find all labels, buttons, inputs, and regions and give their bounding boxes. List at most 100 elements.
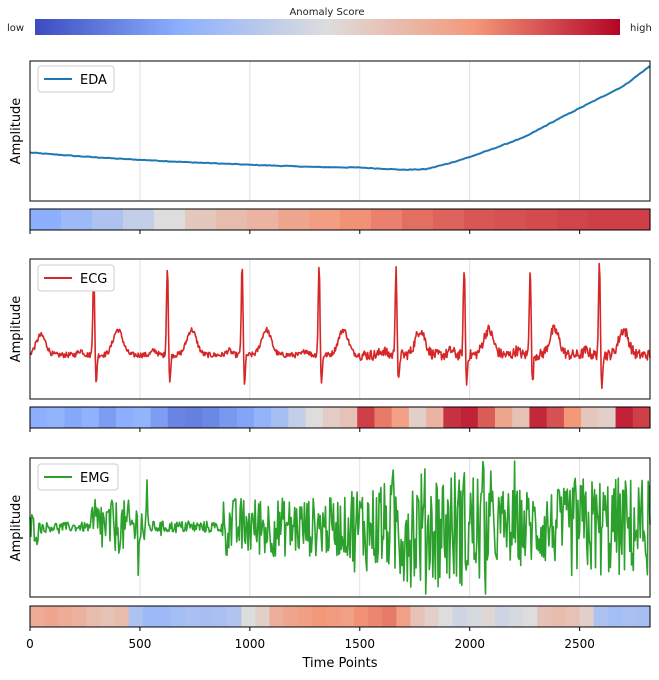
colorbar-title: Anomaly Score (289, 7, 364, 18)
anomaly-cell (227, 606, 242, 627)
anomaly-cell (305, 407, 324, 428)
ecg-line (29, 262, 651, 390)
colorbar-gradient (35, 19, 620, 35)
anomaly-cell (185, 209, 217, 230)
anomaly-cell (368, 606, 383, 627)
anomaly-cell (424, 606, 440, 627)
anomaly-cell (311, 606, 327, 627)
anomaly-cell (374, 407, 393, 428)
anomaly-cell (213, 606, 228, 627)
anomaly-cell (565, 606, 581, 627)
anomaly-cell (47, 407, 66, 428)
anomaly-cell (402, 209, 434, 230)
anomaly-cell (253, 407, 272, 428)
emg-legend: EMG (37, 463, 119, 491)
anomaly-cell (114, 606, 130, 627)
eda-legend-label: EDA (80, 73, 107, 88)
emg-ylabel: Amplitude (9, 495, 24, 562)
anomaly-cell (396, 606, 412, 627)
anomaly-cell (523, 606, 538, 627)
anomaly-cell (202, 407, 221, 428)
x-tick-label: 2500 (564, 637, 595, 651)
anomaly-cell (509, 606, 524, 627)
anomaly-cell (512, 407, 531, 428)
x-tick-label: 1500 (345, 637, 376, 651)
anomaly-cell (551, 606, 567, 627)
anomaly-cell (438, 606, 454, 627)
anomaly-cell (581, 407, 599, 428)
anomaly-cell (255, 606, 271, 627)
anomaly-cell (433, 209, 465, 230)
plot-frame (29, 258, 651, 400)
plot-frame (29, 60, 651, 202)
anomaly-strip-frame (29, 406, 651, 429)
anomaly-cell (100, 606, 116, 627)
anomaly-cell (452, 606, 468, 627)
anomaly-cell (579, 606, 595, 627)
x-tick-label: 500 (128, 637, 151, 651)
anomaly-cell (278, 209, 310, 230)
anomaly-cell (632, 407, 651, 428)
anomaly-cell (495, 209, 527, 230)
anomaly-cell (185, 407, 203, 428)
colorbar-high-label: high (630, 23, 652, 34)
anomaly-cell (607, 606, 623, 627)
anomaly-cell (460, 407, 479, 428)
anomaly-cell (30, 407, 48, 428)
anomaly-cell (480, 606, 496, 627)
anomaly-cell (619, 209, 651, 230)
eda-legend: EDA (37, 65, 115, 93)
anomaly-cell (288, 407, 307, 428)
anomaly-cell (154, 209, 186, 230)
anomaly-cell (123, 209, 155, 230)
anomaly-cell (309, 209, 341, 230)
anomaly-cell (64, 407, 83, 428)
eda-panel (29, 60, 651, 234)
emg-panel (29, 457, 651, 631)
anomaly-cell (199, 606, 214, 627)
anomaly-cell (382, 606, 397, 627)
anomaly-cell (477, 407, 496, 428)
anomaly-cell (598, 407, 617, 428)
anomaly-colorbar: Anomaly Score low high (7, 7, 652, 35)
anomaly-cell (426, 407, 444, 428)
anomaly-cell (241, 606, 257, 627)
eda-ylabel: Amplitude (9, 98, 24, 165)
anomaly-cell (593, 606, 609, 627)
anomaly-cell (443, 407, 462, 428)
anomaly-cell (466, 606, 482, 627)
anomaly-cell (116, 407, 134, 428)
anomaly-cell (150, 407, 169, 428)
anomaly-cell (635, 606, 651, 627)
anomaly-cell (464, 209, 496, 230)
anomaly-cell (271, 407, 289, 428)
eda-line (29, 65, 651, 171)
anomaly-cell (340, 606, 355, 627)
anomaly-cell (30, 606, 45, 627)
anomaly-cell (170, 606, 186, 627)
anomaly-cell (283, 606, 299, 627)
anomaly-cell (340, 407, 358, 428)
anomaly-cell (133, 407, 152, 428)
anomaly-cell (167, 407, 186, 428)
anomaly-cell (357, 407, 376, 428)
anomaly-cell (410, 606, 426, 627)
anomaly-cell (322, 407, 341, 428)
anomaly-cell (354, 606, 369, 627)
anomaly-strip-frame (29, 208, 651, 231)
anomaly-cell (297, 606, 313, 627)
x-tick-label: 2000 (454, 637, 485, 651)
anomaly-cell (621, 606, 637, 627)
anomaly-cell (81, 407, 100, 428)
anomaly-cell (236, 407, 255, 428)
x-tick-label: 1000 (235, 637, 266, 651)
ecg-ylabel: Amplitude (9, 296, 24, 363)
anomaly-cell (371, 209, 403, 230)
anomaly-cell (408, 407, 427, 428)
colorbar-low-label: low (7, 23, 24, 34)
anomaly-cell (340, 209, 372, 230)
anomaly-cell (391, 407, 410, 428)
x-axis-label: Time Points (302, 656, 378, 671)
anomaly-cell (325, 606, 341, 627)
